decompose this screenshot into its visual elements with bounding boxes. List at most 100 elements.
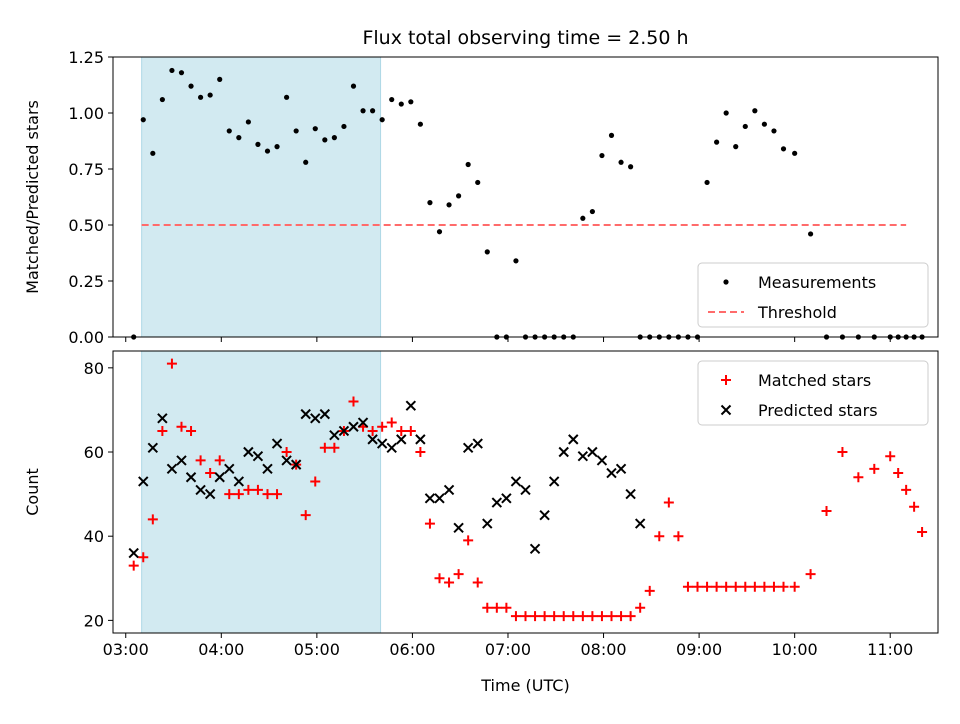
data-point [341,123,347,130]
data-point [608,132,615,138]
data-point [568,611,579,622]
x-tick-label: 08:00 [580,640,626,659]
data-point [702,581,713,592]
series-matched-stars [128,358,928,622]
data-point [140,117,146,123]
y-tick-label: 1.25 [68,48,104,67]
data-point [214,455,225,466]
data-point [589,208,595,215]
legend-box [697,262,929,328]
data-point [673,531,684,542]
data-point [138,476,149,487]
data-point [869,463,880,474]
data-point [634,518,646,529]
data-point [721,581,732,592]
data-point [233,489,244,500]
data-point [264,148,271,154]
data-point [761,121,767,127]
data-point [329,442,340,453]
data-point [386,417,397,428]
data-point [491,497,503,508]
data-point [472,438,483,449]
data-point [424,493,436,504]
data-point [310,476,321,487]
data-point [742,123,748,130]
data-point [539,611,550,622]
data-point [178,70,185,76]
data-point [417,121,423,127]
data-point [236,135,242,141]
chart-panel-1: 0.00 0.25 0.50 0.75 1.00 1.25 Flux total obser… [23,27,939,347]
data-point [482,518,493,529]
y-axis-label: Count [23,468,42,516]
data-point [226,128,232,134]
data-point [271,438,283,449]
data-point [587,611,598,622]
data-point [147,442,159,454]
data-point [692,581,703,592]
data-point [682,581,693,592]
data-point [396,434,407,445]
data-point [885,451,896,462]
data-point [615,463,627,475]
data-point [821,505,832,516]
data-point [360,108,366,114]
data-point [217,76,223,82]
data-point [628,164,634,170]
data-point [768,581,779,592]
data-point [281,447,292,458]
data-point [408,99,414,105]
data-point [138,552,149,563]
y-tick-label: 40 [84,527,104,546]
x-tick-label: 03:00 [103,640,149,659]
x-tick-label: 10:00 [772,640,818,659]
data-point [654,531,665,542]
data-point [596,455,608,466]
data-point [789,581,800,592]
data-point [711,581,722,592]
data-point [549,611,560,622]
data-point [389,96,395,103]
data-point [169,67,175,74]
data-point [606,611,617,622]
data-point [539,509,550,521]
data-point [837,447,848,458]
data-point [568,434,579,445]
data-point [197,94,204,100]
data-point [128,547,139,559]
data-point [379,117,385,123]
data-point [274,144,280,150]
data-point [759,581,770,592]
data-point [367,434,378,445]
data-point [491,602,502,613]
data-point [224,463,235,475]
data-point [893,468,904,479]
data-point [484,249,490,255]
data-point [176,455,187,466]
data-point [405,400,417,411]
data-point [157,413,168,424]
data-point [303,159,309,165]
data-point [329,429,340,441]
data-point [427,200,433,206]
y-axis-label: Matched/Predicted stars [23,100,42,294]
data-point [580,215,586,221]
data-point [501,493,512,504]
data-point [338,425,350,437]
legend-label: Matched stars [758,371,871,390]
data-point [456,193,462,199]
data-point [778,581,789,592]
observing-span-shade [141,56,382,338]
data-point [733,144,739,150]
legend-box [697,360,929,426]
data-point [312,126,318,132]
data-point [166,358,177,369]
data-point [663,497,674,508]
data-point [501,602,512,613]
legend-label: Measurements [758,273,876,292]
data-point [618,159,624,165]
data-point [577,611,588,622]
data-point [625,611,636,622]
data-point [463,535,474,546]
